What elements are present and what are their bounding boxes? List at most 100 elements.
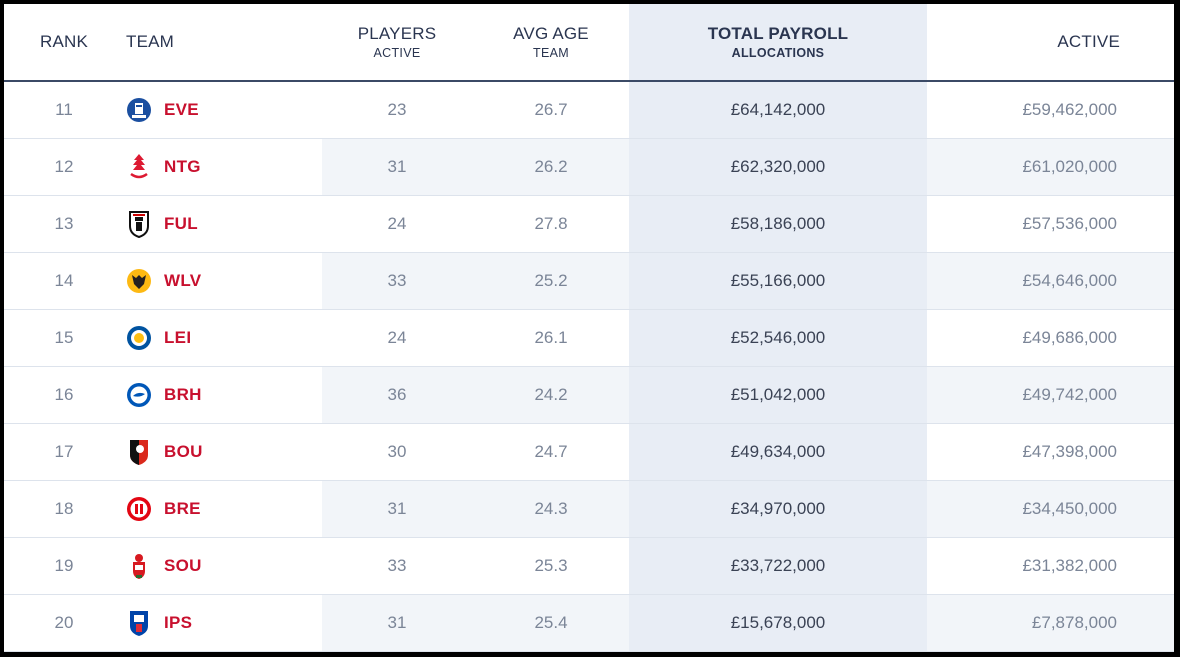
table-row[interactable]: 18 BRE 31 24.3 £34,970,000 £34,450,000 [4,481,1174,538]
row-shade [927,595,1174,651]
southampton-crest-icon [126,551,152,581]
table-row[interactable]: 19 SOU 33 25.3 £33,722,000 £31,382,000 [4,538,1174,595]
team-abbreviation[interactable]: SOU [164,556,202,575]
fulham-crest-icon [126,209,152,239]
avg-age-cell: 25.2 [534,271,568,290]
avg-age-cell: 24.7 [534,442,568,461]
rank-cell: 12 [54,157,74,176]
wolves-crest-icon [126,266,152,296]
header-age-label: AVG AGE [513,24,589,43]
team-abbreviation[interactable]: LEI [164,328,192,347]
team-cell[interactable]: BRE [126,481,326,537]
active-payroll-cell: £7,878,000 [1031,613,1117,632]
ipswich-crest-icon [126,608,152,638]
players-active-cell: 31 [387,613,407,632]
players-active-cell: 31 [387,499,407,518]
avg-age-cell: 26.1 [534,328,568,347]
table-row[interactable]: 13 FUL 24 27.8 £58,186,000 £57,536,000 [4,196,1174,253]
rank-cell: 15 [54,328,74,347]
active-payroll-cell: £49,686,000 [1022,328,1117,347]
payroll-table: RANK TEAM PLAYERS ACTIVE AVG AGE TEAM TO… [4,4,1174,652]
team-cell[interactable]: IPS [126,595,326,651]
table-row[interactable]: 11 EVE 23 26.7 £64,142,000 £59,462,000 [4,82,1174,139]
rank-cell: 20 [54,613,74,632]
team-cell[interactable]: BRH [126,367,326,423]
total-payroll-cell: £49,634,000 [730,442,826,461]
team-abbreviation[interactable]: BRE [164,499,201,518]
avg-age-cell: 27.8 [534,214,568,233]
total-payroll-cell: £55,166,000 [730,271,826,290]
active-payroll-cell: £61,020,000 [1022,157,1117,176]
row-shade [927,139,1174,195]
avg-age-cell: 26.2 [534,157,568,176]
row-shade [927,481,1174,537]
brighton-crest-icon [126,380,152,410]
header-total-payroll[interactable]: TOTAL PAYROLL ALLOCATIONS [629,4,927,80]
rank-cell: 11 [55,100,73,119]
header-team[interactable]: TEAM [126,4,196,80]
rank-cell: 17 [54,442,74,461]
header-payroll-label: TOTAL PAYROLL [707,24,849,43]
team-abbreviation[interactable]: NTG [164,157,201,176]
team-cell[interactable]: WLV [126,253,326,309]
active-payroll-cell: £31,382,000 [1022,556,1117,575]
rank-cell: 16 [54,385,74,404]
avg-age-cell: 24.2 [534,385,568,404]
players-active-cell: 30 [387,442,407,461]
leicester-crest-icon [126,323,152,353]
players-active-cell: 24 [387,214,407,233]
players-active-cell: 36 [387,385,407,404]
bournemouth-crest-icon [126,437,152,467]
players-active-cell: 33 [387,556,407,575]
team-cell[interactable]: NTG [126,139,326,195]
table-row[interactable]: 20 IPS 31 25.4 £15,678,000 £7,878,000 [4,595,1174,652]
players-active-cell: 31 [387,157,407,176]
team-cell[interactable]: FUL [126,196,326,252]
row-shade [322,595,629,651]
active-payroll-cell: £57,536,000 [1022,214,1117,233]
avg-age-cell: 24.3 [534,499,568,518]
team-cell[interactable]: EVE [126,82,326,138]
total-payroll-cell: £58,186,000 [730,214,826,233]
team-abbreviation[interactable]: BOU [164,442,203,461]
header-payroll-sublabel: ALLOCATIONS [731,46,825,60]
header-avg-age[interactable]: AVG AGE TEAM [476,4,626,80]
table-row[interactable]: 17 BOU 30 24.7 £49,634,000 £47,398,000 [4,424,1174,481]
players-active-cell: 24 [387,328,407,347]
payroll-column-highlight [629,4,927,652]
header-rank[interactable]: RANK [4,4,124,80]
team-cell[interactable]: SOU [126,538,326,594]
header-players[interactable]: PLAYERS ACTIVE [322,4,472,80]
avg-age-cell: 26.7 [534,100,568,119]
header-rank-label: RANK [39,32,89,51]
team-abbreviation[interactable]: WLV [164,271,202,290]
rank-cell: 14 [54,271,74,290]
team-abbreviation[interactable]: BRH [164,385,202,404]
nottingham-forest-crest-icon [126,152,152,182]
total-payroll-cell: £15,678,000 [730,613,826,632]
players-active-cell: 23 [387,100,407,119]
brentford-crest-icon [126,494,152,524]
header-players-sublabel: ACTIVE [373,46,421,60]
rank-cell: 19 [54,556,74,575]
avg-age-cell: 25.4 [534,613,568,632]
team-abbreviation[interactable]: EVE [164,100,199,119]
avg-age-cell: 25.3 [534,556,568,575]
rank-cell: 18 [54,499,74,518]
everton-crest-icon [126,95,152,125]
team-abbreviation[interactable]: IPS [164,613,193,632]
row-shade [322,253,629,309]
header-active[interactable]: ACTIVE [927,4,1174,80]
table-row[interactable]: 12 NTG 31 26.2 £62,320,000 £61,020,000 [4,139,1174,196]
row-shade [322,367,629,423]
table-row[interactable]: 14 WLV 33 25.2 £55,166,000 £54,646,000 [4,253,1174,310]
players-active-cell: 33 [387,271,407,290]
team-cell[interactable]: BOU [126,424,326,480]
table-row[interactable]: 15 LEI 24 26.1 £52,546,000 £49,686,000 [4,310,1174,367]
team-abbreviation[interactable]: FUL [164,214,198,233]
team-cell[interactable]: LEI [126,310,326,366]
header-age-sublabel: TEAM [533,46,569,60]
table-row[interactable]: 16 BRH 36 24.2 £51,042,000 £49,742,000 [4,367,1174,424]
header-active-label: ACTIVE [1057,32,1120,51]
total-payroll-cell: £33,722,000 [730,556,826,575]
